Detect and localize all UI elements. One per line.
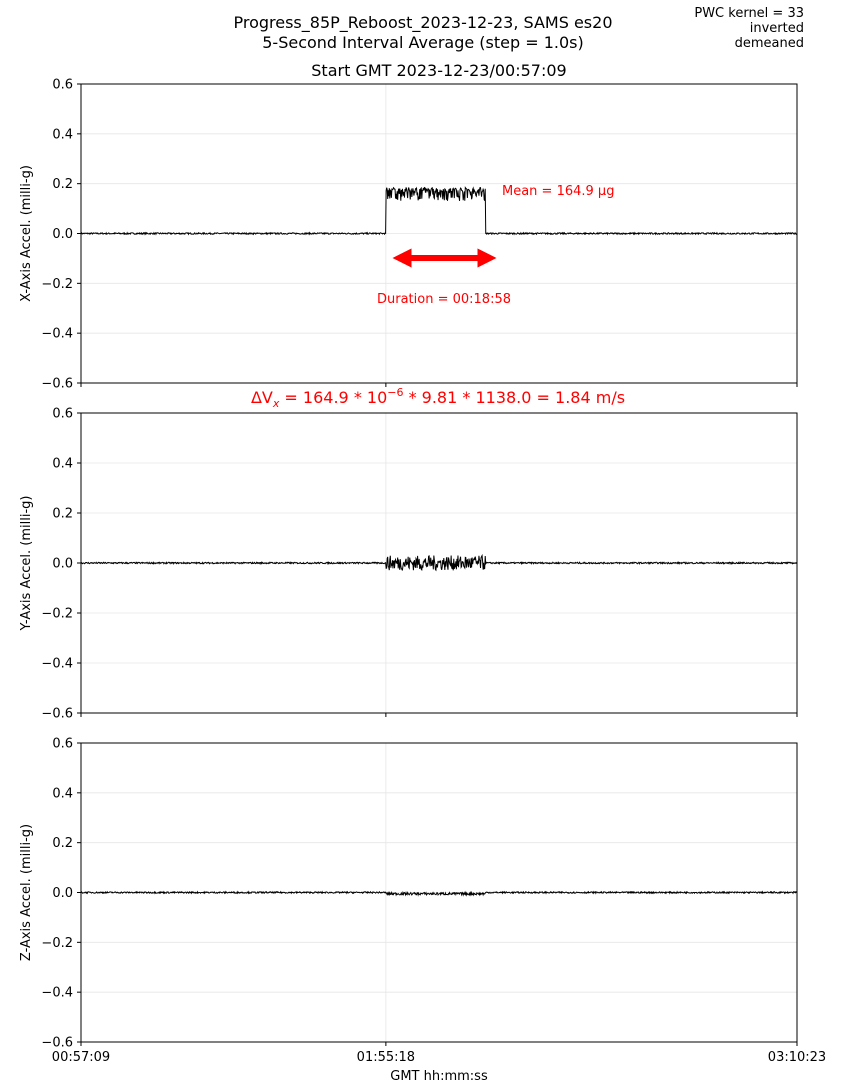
xtick-label: 01:55:18 [357, 1050, 415, 1065]
y-axis-ytick-label: 0.2 [52, 507, 73, 522]
chart-title-line-2: 5-Second Interval Average (step = 1.0s) [262, 33, 584, 52]
processing-note-inverted: inverted [749, 21, 804, 36]
xaxis-label: GMT hh:mm:ss [390, 1069, 488, 1084]
chart-start-time: Start GMT 2023-12-23/00:57:09 [311, 61, 567, 80]
y-axis-ytick-label: 0.4 [52, 457, 73, 472]
z-axis-ytick-label: 0.2 [52, 836, 73, 851]
delta-v-suffix: * 9.81 * 1138.0 = 1.84 m/s [403, 388, 625, 407]
x-axis-ytick-label: 0.6 [52, 78, 73, 93]
delta-v-prefix: ΔV [251, 388, 273, 407]
y-axis-ytick-label: −0.4 [41, 657, 73, 672]
xtick-label: 03:10:23 [768, 1050, 826, 1065]
z-axis-ylabel: Z-Axis Accel. (milli-g) [19, 824, 34, 961]
y-axis-trace [80, 553, 798, 572]
y-axis-ytick-label: −0.6 [41, 707, 73, 722]
x-axis-trace [80, 186, 798, 236]
x-axis-ylabel: X-Axis Accel. (milli-g) [19, 165, 34, 302]
z-axis-ytick-label: 0.4 [52, 786, 73, 801]
y-axis-ytick-label: 0.6 [52, 407, 73, 422]
x-axis-ytick-label: 0.4 [52, 127, 73, 142]
processing-note-kernel: PWC kernel = 33 [694, 6, 804, 21]
z-axis-ytick-label: −0.6 [41, 1036, 73, 1051]
x-axis-ytick-label: −0.2 [41, 277, 73, 292]
x-axis-ytick-label: 0.0 [52, 227, 73, 242]
delta-v-subscript: x [272, 397, 280, 410]
z-axis-ytick-label: −0.4 [41, 986, 73, 1001]
chart-title-line-1: Progress_85P_Reboost_2023-12-23, SAMS es… [233, 13, 613, 32]
delta-v-mid: = 164.9 * 10 [279, 388, 387, 407]
mean-annotation: Mean = 164.9 μg [502, 184, 614, 199]
z-axis-ytick-label: 0.6 [52, 737, 73, 752]
x-axis-ytick-label: −0.4 [41, 327, 73, 342]
y-axis-ytick-label: −0.2 [41, 607, 73, 622]
x-axis-ytick-label: −0.6 [41, 377, 73, 392]
duration-annotation: Duration = 00:18:58 [377, 292, 511, 307]
y-axis-ytick-label: 0.0 [52, 557, 73, 572]
processing-note-demeaned: demeaned [734, 36, 804, 51]
z-axis-panel: 0.6 0.4 0.2 0.0 −0.2 −0.4 −0.6 Z-Axis Accel. (m… [19, 737, 798, 1051]
z-axis-ytick-label: −0.2 [41, 936, 73, 951]
z-axis-trace [80, 890, 798, 897]
delta-v-exponent: −6 [387, 386, 403, 399]
xtick-label: 00:57:09 [52, 1050, 110, 1065]
z-axis-ytick-label: 0.0 [52, 886, 73, 901]
y-axis-ylabel: Y-Axis Accel. (milli-g) [19, 496, 34, 632]
delta-v-annotation: ΔVx = 164.9 * 10−6 * 9.81 * 1138.0 = 1.8… [251, 386, 625, 410]
x-axis-ytick-label: 0.2 [52, 177, 73, 192]
y-axis-panel: 0.6 0.4 0.2 0.0 −0.2 −0.4 −0.6 Y-Axis Accel. (m… [19, 407, 798, 722]
x-axis-panel: 0.6 0.4 0.2 0.0 −0.2 −0.4 −0.6 X-Axis Accel. (m… [19, 78, 798, 392]
